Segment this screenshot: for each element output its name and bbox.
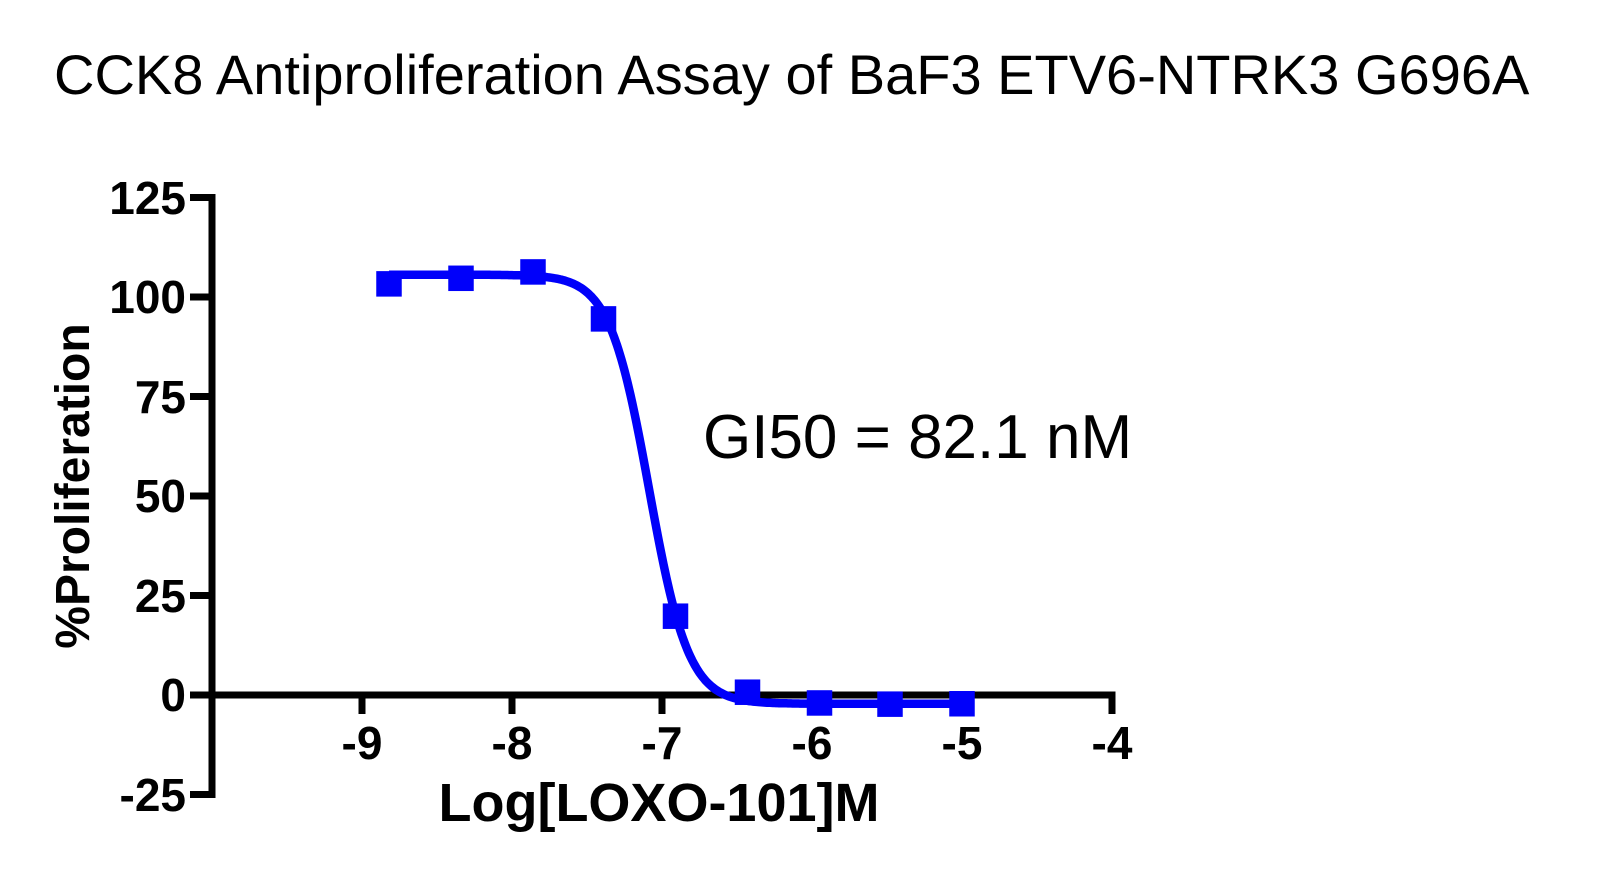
data-point-marker (734, 679, 761, 705)
data-point-marker (806, 690, 833, 716)
y-tick-label: -25 (119, 768, 186, 821)
x-tick-label: -9 (341, 717, 383, 769)
y-tick-label: 0 (160, 669, 186, 721)
data-point-marker (520, 259, 546, 285)
data-point-marker (949, 691, 975, 717)
y-tick-label: 125 (109, 171, 186, 224)
y-tick-label: 25 (134, 569, 186, 622)
x-tick-label: -4 (1091, 717, 1133, 769)
x-axis-title: Log[LOXO-101]M (438, 773, 880, 833)
data-point-marker (877, 691, 903, 717)
y-tick-label: 100 (109, 271, 186, 323)
x-tick-label: -5 (941, 717, 983, 769)
chart-title: CCK8 Antiproliferation Assay of BaF3 ETV… (54, 43, 1530, 106)
data-point-marker (662, 603, 689, 629)
data-point-marker (448, 265, 474, 292)
x-tick-label: -8 (491, 717, 533, 769)
gi50-annotation: GI50 = 82.1 nM (703, 403, 1133, 472)
data-point-marker (590, 306, 617, 332)
y-tick-label: 50 (134, 470, 186, 522)
x-tick-label: -6 (791, 717, 833, 769)
fit-curve (389, 270, 962, 709)
x-tick-label: -7 (641, 717, 683, 769)
y-tick-label: 75 (134, 370, 186, 423)
data-point-marker (376, 271, 402, 297)
